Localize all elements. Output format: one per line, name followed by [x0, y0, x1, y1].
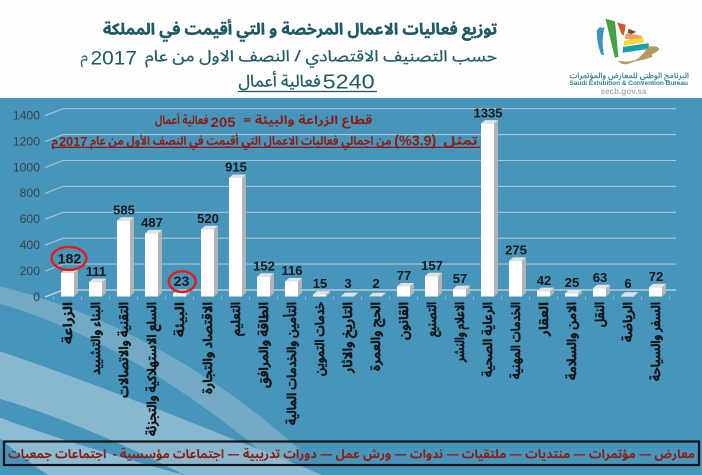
svg-text:800: 800: [20, 186, 41, 200]
svg-text:15: 15: [313, 276, 327, 291]
svg-text:5240: 5240: [323, 71, 375, 93]
svg-text:1335: 1335: [474, 105, 503, 120]
svg-text:585: 585: [113, 202, 135, 217]
svg-text:63: 63: [593, 270, 607, 285]
svg-text:111: 111: [86, 264, 106, 279]
svg-text:200: 200: [20, 264, 41, 278]
svg-text:400: 400: [20, 238, 41, 252]
svg-text:152: 152: [253, 259, 275, 274]
svg-text:1400: 1400: [13, 109, 40, 123]
svg-text:487: 487: [141, 215, 163, 230]
svg-text:116: 116: [282, 263, 303, 278]
svg-text:3: 3: [344, 276, 351, 291]
svg-text:157: 157: [421, 258, 443, 273]
svg-text:77: 77: [397, 268, 411, 283]
svg-text:secb.gov.sa: secb.gov.sa: [601, 87, 648, 96]
svg-text:275: 275: [505, 243, 527, 258]
svg-text:182: 182: [58, 251, 82, 267]
svg-text:600: 600: [20, 212, 41, 226]
svg-text:57: 57: [453, 271, 467, 286]
svg-text:1000: 1000: [13, 160, 40, 174]
svg-text:42: 42: [537, 273, 551, 288]
svg-text:2: 2: [372, 276, 379, 291]
svg-text:0: 0: [33, 290, 40, 304]
svg-text:1200: 1200: [13, 134, 40, 148]
svg-text:72: 72: [649, 269, 663, 284]
svg-text:25: 25: [565, 275, 579, 290]
svg-text:6: 6: [624, 276, 631, 291]
svg-text:205: 205: [211, 115, 236, 130]
svg-text:520: 520: [197, 211, 219, 226]
svg-text:(%3.9): (%3.9): [394, 133, 436, 149]
svg-text:23: 23: [174, 274, 190, 290]
svg-text:Saudi Exhibition & Convention: Saudi Exhibition & Convention Bureau: [569, 80, 688, 87]
svg-text:915: 915: [225, 160, 247, 175]
svg-text:2017: 2017: [59, 134, 87, 149]
svg-text:2017: 2017: [91, 49, 138, 70]
